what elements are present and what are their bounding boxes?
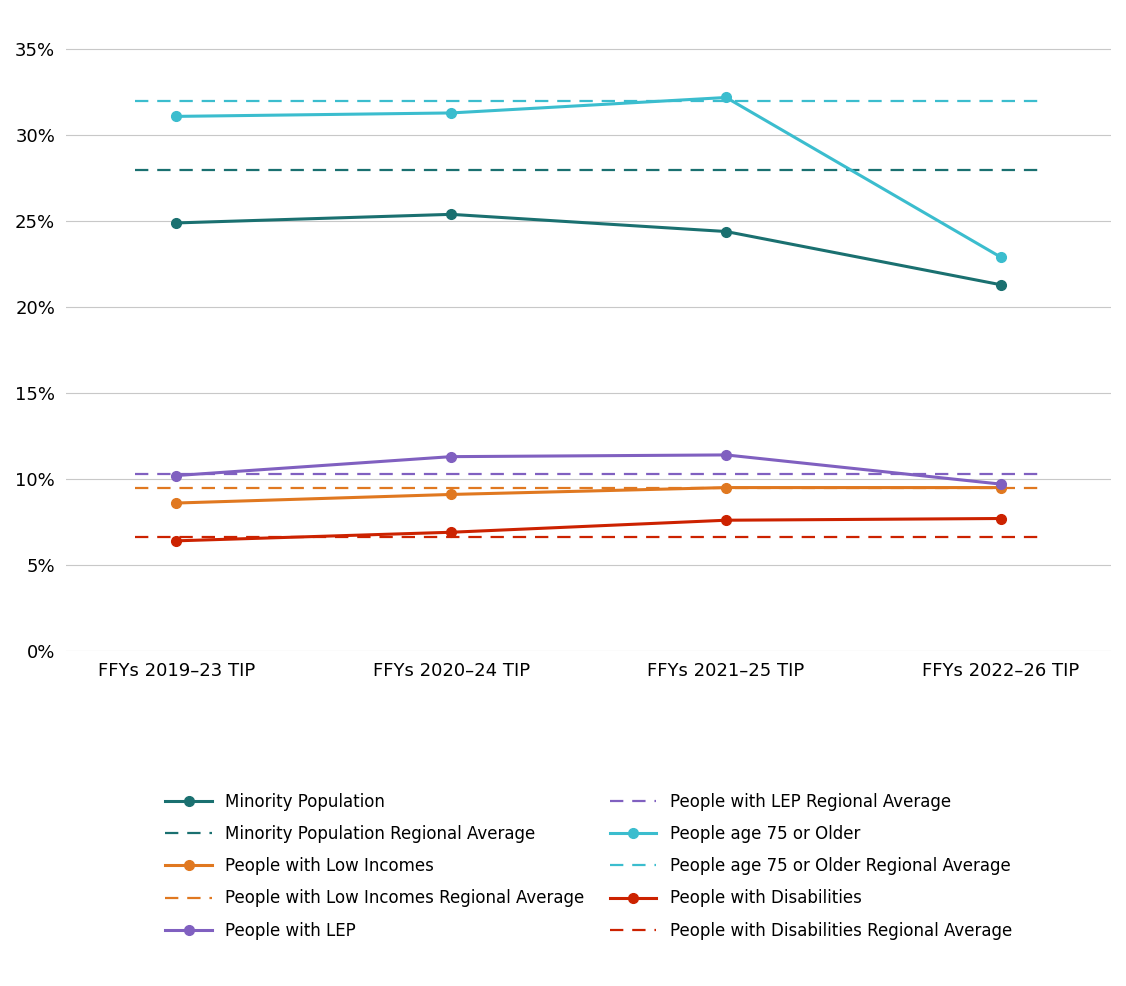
Legend: Minority Population, Minority Population Regional Average, People with Low Incom: Minority Population, Minority Population… xyxy=(159,786,1019,947)
